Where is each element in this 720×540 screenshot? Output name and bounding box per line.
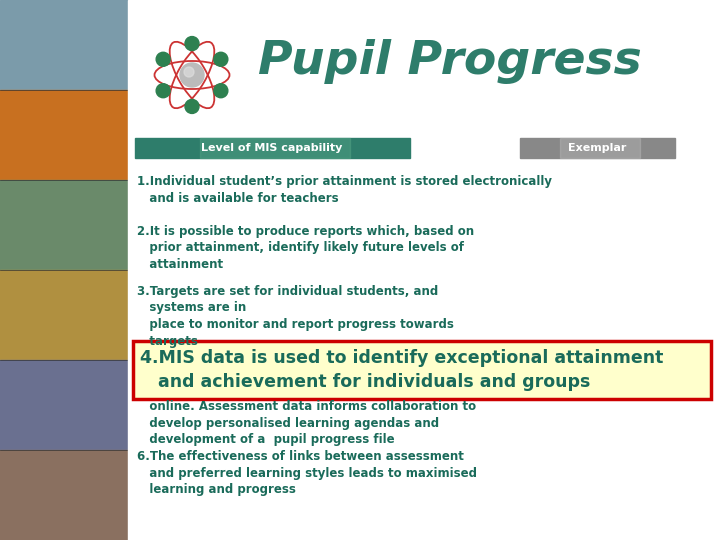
Circle shape (184, 67, 194, 77)
Bar (0, 450, 128, 540)
Circle shape (156, 52, 170, 66)
Text: 1.Individual student’s prior attainment is stored electronically
   and is avail: 1.Individual student’s prior attainment … (137, 175, 552, 205)
Bar (560, 138, 640, 158)
Bar (135, 138, 410, 158)
Bar (128, 0, 720, 540)
Circle shape (214, 52, 228, 66)
Bar (0, 90, 128, 180)
Bar (0, 0, 128, 90)
Circle shape (185, 99, 199, 113)
Bar (0, 360, 128, 450)
Circle shape (180, 63, 204, 87)
Bar (200, 138, 350, 158)
Text: online. Assessment data informs collaboration to
   develop personalised learnin: online. Assessment data informs collabor… (137, 400, 476, 446)
Text: 3.Targets are set for individual students, and
   systems are in
   place to mon: 3.Targets are set for individual student… (137, 285, 454, 348)
Text: 6.The effectiveness of links between assessment
   and preferred learning styles: 6.The effectiveness of links between ass… (137, 450, 477, 496)
Text: Pupil Progress: Pupil Progress (258, 39, 642, 84)
Bar (133, 341, 711, 399)
Text: 4.MIS data is used to identify exceptional attainment
   and achievement for ind: 4.MIS data is used to identify exception… (140, 349, 663, 390)
Bar (0, 180, 128, 270)
Circle shape (214, 84, 228, 98)
Bar (0, 270, 128, 360)
Circle shape (156, 84, 170, 98)
Text: 2.It is possible to produce reports which, based on
   prior attainment, identif: 2.It is possible to produce reports whic… (137, 225, 474, 271)
Text: Exemplar: Exemplar (568, 143, 626, 153)
Bar (520, 138, 675, 158)
Text: Level of MIS capability: Level of MIS capability (202, 143, 343, 153)
Circle shape (185, 37, 199, 51)
